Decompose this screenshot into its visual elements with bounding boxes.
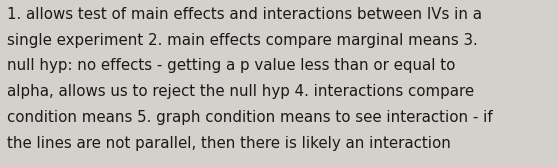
Text: null hyp: no effects - getting a p value less than or equal to: null hyp: no effects - getting a p value… — [7, 58, 456, 73]
Text: the lines are not parallel, then there is likely an interaction: the lines are not parallel, then there i… — [7, 136, 451, 151]
Text: alpha, allows us to reject the null hyp 4. interactions compare: alpha, allows us to reject the null hyp … — [7, 84, 474, 99]
Text: condition means 5. graph condition means to see interaction - if: condition means 5. graph condition means… — [7, 110, 493, 125]
Text: 1. allows test of main effects and interactions between IVs in a: 1. allows test of main effects and inter… — [7, 7, 482, 22]
Text: single experiment 2. main effects compare marginal means 3.: single experiment 2. main effects compar… — [7, 33, 478, 48]
